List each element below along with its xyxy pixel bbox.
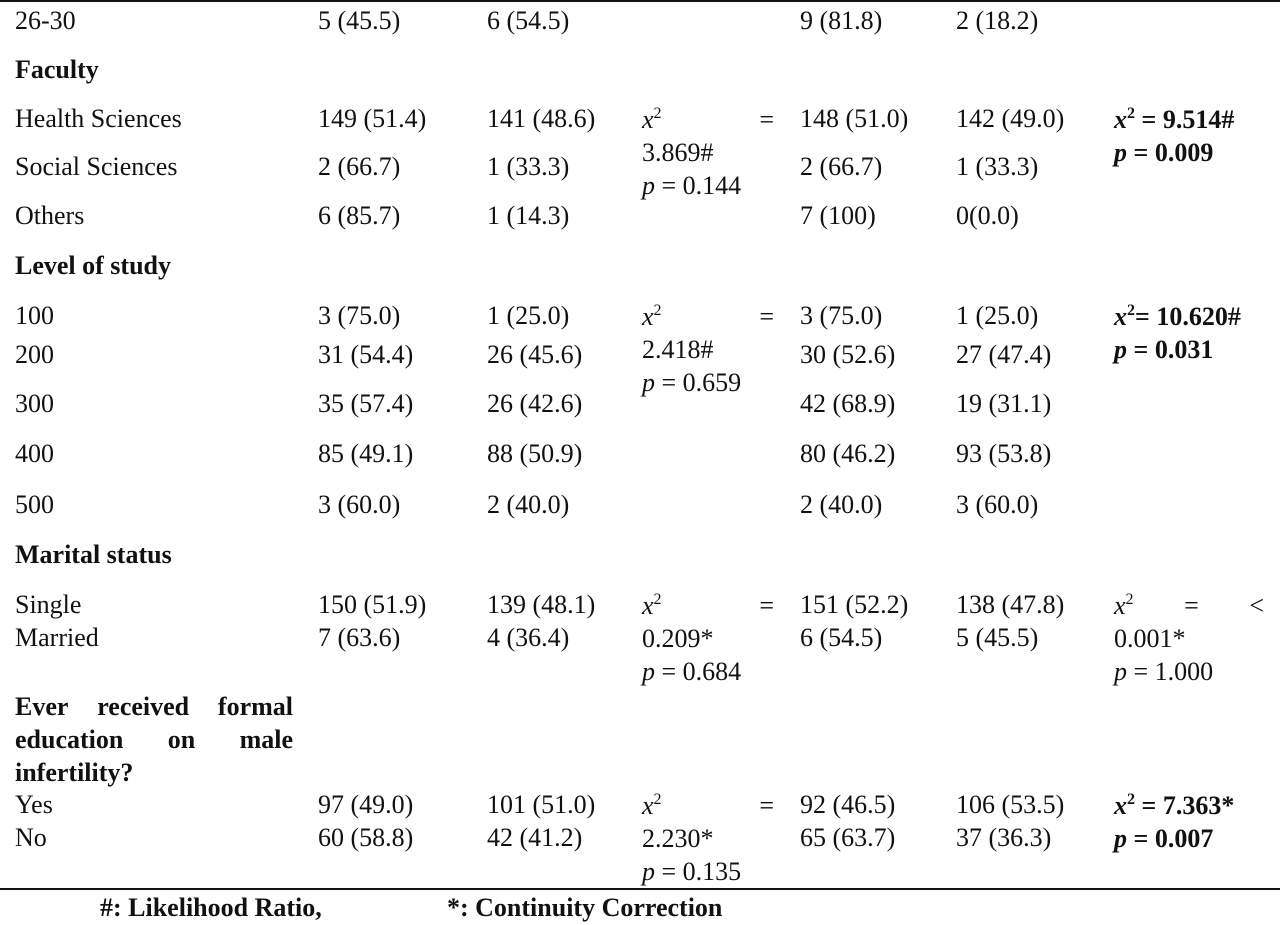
- row-label-social-sciences: Social Sciences: [15, 152, 178, 181]
- cell: 3 (75.0): [800, 301, 883, 330]
- row-label-yes: Yes: [15, 790, 53, 819]
- cell: 6 (54.5): [800, 623, 883, 652]
- table-top-rule: [0, 0, 1280, 2]
- row-label-200: 200: [15, 340, 54, 369]
- table-bottom-rule: [0, 888, 1280, 890]
- cell: 30 (52.6): [800, 340, 896, 369]
- cell: 1 (14.3): [487, 201, 570, 230]
- cell: 142 (49.0): [956, 104, 1065, 133]
- level-chi-square-test-2: x2= 10.620# p = 0.031: [1114, 302, 1241, 364]
- cell: 5 (45.5): [956, 623, 1039, 652]
- cell: 35 (57.4): [318, 389, 414, 418]
- cell: 5 (45.5): [318, 6, 401, 35]
- row-label-married: Married: [15, 623, 99, 652]
- row-label-health-sciences: Health Sciences: [15, 104, 182, 133]
- cell: 7 (63.6): [318, 623, 401, 652]
- cell: 101 (51.0): [487, 790, 596, 819]
- cell: 6 (85.7): [318, 201, 401, 230]
- row-label-500: 500: [15, 490, 54, 519]
- cell: 65 (63.7): [800, 823, 896, 852]
- faculty-chi-square-test-2: x2 = 9.514# p = 0.009: [1114, 105, 1235, 167]
- cell: 42 (68.9): [800, 389, 896, 418]
- marital-chi-square-test-2: x2 = < 0.001* p = 1.000: [1114, 591, 1264, 686]
- cell: 1 (25.0): [956, 301, 1039, 330]
- cell: 149 (51.4): [318, 104, 427, 133]
- cell: 4 (36.4): [487, 623, 570, 652]
- cell: 88 (50.9): [487, 439, 583, 468]
- section-heading-marital-status: Marital status: [15, 540, 172, 569]
- cell: 31 (54.4): [318, 340, 414, 369]
- cell: 150 (51.9): [318, 590, 427, 619]
- cell: 138 (47.8): [956, 590, 1065, 619]
- cell: 60 (58.8): [318, 823, 414, 852]
- row-label-age-26-30: 26-30: [15, 6, 76, 35]
- cell: 7 (100): [800, 201, 876, 230]
- section-heading-faculty: Faculty: [15, 55, 99, 84]
- row-label-100: 100: [15, 301, 54, 330]
- row-label-300: 300: [15, 389, 54, 418]
- cell: 2 (40.0): [487, 490, 570, 519]
- cell: 92 (46.5): [800, 790, 896, 819]
- row-label-no: No: [15, 823, 47, 852]
- cell: 6 (54.5): [487, 6, 570, 35]
- cell: 2 (66.7): [318, 152, 401, 181]
- marital-chi-square-test-1: x2 = 0.209* p = 0.684: [642, 591, 774, 686]
- cell: 3 (60.0): [956, 490, 1039, 519]
- row-label-single: Single: [15, 590, 82, 619]
- cell: 1 (25.0): [487, 301, 570, 330]
- cell: 97 (49.0): [318, 790, 414, 819]
- cell: 93 (53.8): [956, 439, 1052, 468]
- row-label-400: 400: [15, 439, 54, 468]
- cell: 37 (36.3): [956, 823, 1052, 852]
- cell: 19 (31.1): [956, 389, 1052, 418]
- cell: 148 (51.0): [800, 104, 909, 133]
- cell: 151 (52.2): [800, 590, 909, 619]
- cell: 3 (60.0): [318, 490, 401, 519]
- education-chi-square-test-1: x2 = 2.230* p = 0.135: [642, 791, 774, 886]
- cell: 0(0.0): [956, 201, 1019, 230]
- footnote-continuity-correction: *: Continuity Correction: [447, 893, 723, 922]
- cell: 2 (40.0): [800, 490, 883, 519]
- cell: 80 (46.2): [800, 439, 896, 468]
- footnote-likelihood-ratio: #: Likelihood Ratio,: [100, 893, 322, 922]
- cell: 27 (47.4): [956, 340, 1052, 369]
- cell: 1 (33.3): [956, 152, 1039, 181]
- cell: 2 (66.7): [800, 152, 883, 181]
- row-label-others: Others: [15, 201, 85, 230]
- section-heading-level-of-study: Level of study: [15, 251, 171, 280]
- cell: 141 (48.6): [487, 104, 596, 133]
- cell: 9 (81.8): [800, 6, 883, 35]
- cell: 26 (42.6): [487, 389, 583, 418]
- cell: 3 (75.0): [318, 301, 401, 330]
- education-chi-square-test-2: x2 = 7.363* p = 0.007: [1114, 791, 1235, 853]
- cell: 1 (33.3): [487, 152, 570, 181]
- cell: 2 (18.2): [956, 6, 1039, 35]
- cell: 106 (53.5): [956, 790, 1065, 819]
- faculty-chi-square-test-1: x2 = 3.869# p = 0.144: [642, 105, 774, 200]
- level-chi-square-test-1: x2 = 2.418# p = 0.659: [642, 302, 774, 397]
- cell: 85 (49.1): [318, 439, 414, 468]
- section-heading-formal-education: Ever received formal education on male i…: [15, 692, 293, 787]
- cell: 26 (45.6): [487, 340, 583, 369]
- cell: 42 (41.2): [487, 823, 583, 852]
- cell: 139 (48.1): [487, 590, 596, 619]
